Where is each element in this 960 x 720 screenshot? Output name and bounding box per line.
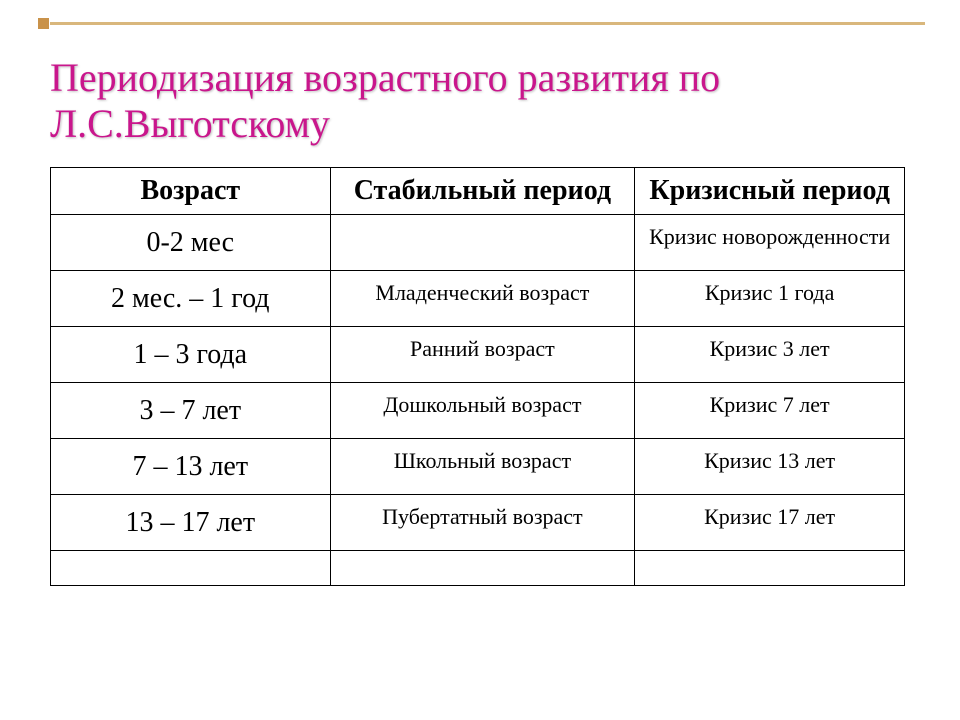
cell-crisis: Кризис 3 лет [635,326,905,382]
accent-square [38,18,49,29]
cell-stable [330,214,635,270]
cell-stable: Пубертатный возраст [330,494,635,550]
cell-stable: Ранний возраст [330,326,635,382]
cell-age: 7 – 13 лет [51,438,331,494]
cell-crisis: Кризис 17 лет [635,494,905,550]
cell-crisis: Кризис новорожденности [635,214,905,270]
table-row: 7 – 13 лет Школьный возраст Кризис 13 ле… [51,438,905,494]
cell-age: 1 – 3 года [51,326,331,382]
table-row-blank [51,550,905,585]
cell-age: 2 мес. – 1 год [51,270,331,326]
cell-age: 0-2 мес [51,214,331,270]
cell-stable: Школьный возраст [330,438,635,494]
cell-blank [635,550,905,585]
page-title: Периодизация возрастного развития по Л.С… [50,55,910,147]
cell-crisis: Кризис 7 лет [635,382,905,438]
table-row: 3 – 7 лет Дошкольный возраст Кризис 7 ле… [51,382,905,438]
table-row: 0-2 мес Кризис новорожденности [51,214,905,270]
cell-age: 3 – 7 лет [51,382,331,438]
table-header-row: Возраст Стабильный период Кризисный пери… [51,168,905,215]
col-header-age: Возраст [51,168,331,215]
cell-blank [330,550,635,585]
cell-blank [51,550,331,585]
accent-rule [50,22,925,25]
table-row: 2 мес. – 1 год Младенческий возраст Криз… [51,270,905,326]
cell-crisis: Кризис 1 года [635,270,905,326]
slide: Периодизация возрастного развития по Л.С… [0,0,960,720]
table-row: 1 – 3 года Ранний возраст Кризис 3 лет [51,326,905,382]
col-header-crisis: Кризисный период [635,168,905,215]
cell-stable: Младенческий возраст [330,270,635,326]
cell-stable: Дошкольный возраст [330,382,635,438]
col-header-stable: Стабильный период [330,168,635,215]
cell-age: 13 – 17 лет [51,494,331,550]
cell-crisis: Кризис 13 лет [635,438,905,494]
periodization-table: Возраст Стабильный период Кризисный пери… [50,167,905,586]
table-row: 13 – 17 лет Пубертатный возраст Кризис 1… [51,494,905,550]
